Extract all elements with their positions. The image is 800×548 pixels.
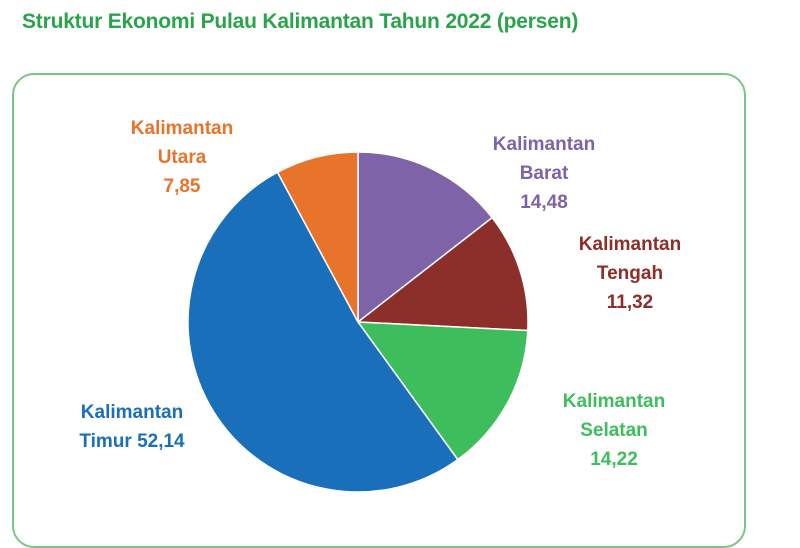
- label-selatan-line2: Selatan: [580, 420, 648, 441]
- label-kalimantan-utara: Kalimantan Utara 7,85: [108, 114, 256, 201]
- label-timur-line2: Timur 52,14: [79, 431, 185, 452]
- label-utara-line2: Utara: [157, 147, 207, 168]
- pie-slice-kalimantan-barat: [357, 151, 494, 324]
- label-kalimantan-barat: Kalimantan Barat 14,48: [470, 130, 618, 217]
- pie-slice-kalimantan-timur: [187, 171, 459, 493]
- label-selatan-value: 14,22: [590, 449, 638, 470]
- label-tengah-line1: Kalimantan: [578, 234, 682, 255]
- label-barat-line1: Kalimantan: [492, 134, 596, 155]
- label-tengah-line2: Tengah: [596, 263, 664, 284]
- pie-slice-kalimantan-selatan: [356, 321, 529, 461]
- label-barat-value: 14,48: [520, 192, 568, 213]
- label-kalimantan-timur: Kalimantan Timur 52,14: [52, 398, 212, 456]
- label-barat-line2: Barat: [519, 163, 569, 184]
- label-utara-line1: Kalimantan: [130, 118, 234, 139]
- pie-chart: [187, 151, 529, 493]
- pie-slice-kalimantan-utara: [276, 151, 359, 323]
- label-tengah-value: 11,32: [606, 292, 654, 313]
- chart-title: Struktur Ekonomi Pulau Kalimantan Tahun …: [22, 10, 579, 33]
- label-kalimantan-selatan: Kalimantan Selatan 14,22: [540, 387, 688, 474]
- pie-slice-kalimantan-tengah: [355, 216, 529, 332]
- label-timur-line1: Kalimantan: [80, 402, 184, 423]
- label-utara-value: 7,85: [163, 176, 201, 197]
- pie-slices: [187, 151, 529, 493]
- label-kalimantan-tengah: Kalimantan Tengah 11,32: [556, 230, 704, 317]
- label-selatan-line1: Kalimantan: [562, 391, 666, 412]
